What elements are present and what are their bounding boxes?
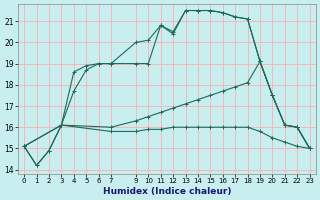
X-axis label: Humidex (Indice chaleur): Humidex (Indice chaleur) [103, 187, 231, 196]
